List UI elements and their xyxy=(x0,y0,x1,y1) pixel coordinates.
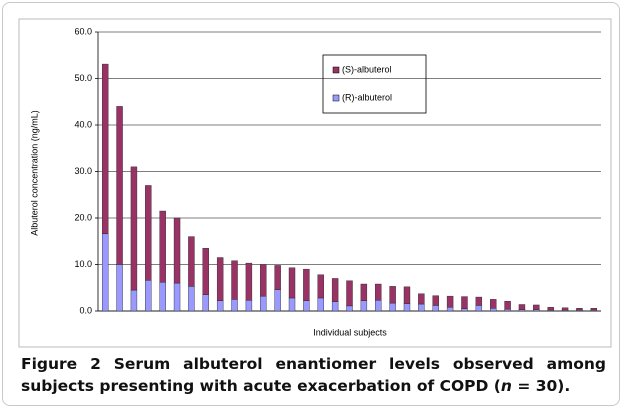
bar-segment xyxy=(130,289,138,312)
bar-segment xyxy=(173,282,181,312)
legend-swatch xyxy=(332,94,340,102)
y-tick-label: 0.0 xyxy=(79,305,92,315)
bar-segment xyxy=(145,280,152,312)
bar-segment xyxy=(461,308,468,312)
bar-segment xyxy=(116,106,123,265)
bar-segment xyxy=(260,264,267,297)
bar-segment xyxy=(432,305,439,312)
bar-segment xyxy=(590,308,598,311)
bar-segment xyxy=(317,297,324,312)
bar-segment xyxy=(518,304,526,310)
bar-segment xyxy=(446,307,454,312)
bar-segment xyxy=(475,296,483,306)
bar-segment xyxy=(418,303,425,312)
bar-segment xyxy=(561,307,569,311)
legend-label: (S)-albuterol xyxy=(342,64,392,74)
caption-italic: n xyxy=(500,377,512,395)
bar-segment xyxy=(432,295,439,306)
bar-segment xyxy=(576,308,583,311)
y-tick-label: 60.0 xyxy=(74,26,92,36)
bar-segment xyxy=(504,301,511,310)
bar-segment xyxy=(245,262,253,301)
bar-segment xyxy=(145,185,152,281)
y-axis-label: Albuterol concentration (ng/mL) xyxy=(29,110,39,236)
legend-swatch xyxy=(332,66,340,74)
legend-box xyxy=(322,54,427,114)
bar-segment xyxy=(490,308,497,312)
bar-segment xyxy=(346,280,353,307)
bar-segment xyxy=(274,265,281,290)
bar-segment xyxy=(274,289,281,312)
bar-segment xyxy=(360,300,368,312)
caption: Figure 2 Serum albuterol enantiomer leve… xyxy=(21,353,606,397)
caption-text: Serum albuterol enantiomer levels observ… xyxy=(21,355,607,395)
bar-segment xyxy=(202,294,209,312)
bar-segment xyxy=(518,309,526,312)
bar-segment xyxy=(130,166,138,291)
bar-segment xyxy=(504,308,511,312)
bar-segment xyxy=(288,267,296,299)
y-tick-label: 10.0 xyxy=(74,259,92,269)
bar-segment xyxy=(216,257,224,301)
bar-segment xyxy=(159,281,166,312)
bar-segment xyxy=(533,309,540,312)
bar-segment xyxy=(116,264,123,312)
bar-segment xyxy=(389,302,396,312)
bar-segment xyxy=(317,274,324,299)
bar-segment xyxy=(461,296,468,309)
x-axis-label: Individual subjects xyxy=(313,327,387,337)
bar-segment xyxy=(360,283,368,301)
bar-segment xyxy=(389,286,396,304)
bar-segment xyxy=(303,300,310,312)
bar-segment xyxy=(216,300,224,312)
bar-segment xyxy=(303,268,310,301)
bar-segment xyxy=(446,295,454,308)
bar-segment xyxy=(101,233,109,312)
bar-segment xyxy=(346,305,353,312)
bar-segment xyxy=(375,300,382,312)
legend-label: (R)-albuterol xyxy=(342,92,392,102)
caption-label: Figure 2 xyxy=(21,355,101,373)
figure: Albuterol concentration (ng/mL) Individu… xyxy=(2,2,620,406)
bar-segment xyxy=(159,210,166,283)
caption-end: = 30). xyxy=(511,377,571,395)
y-tick-label: 50.0 xyxy=(74,73,92,83)
y-tick-label: 30.0 xyxy=(74,166,92,176)
bar-segment xyxy=(188,236,195,287)
bar-segment xyxy=(475,305,483,312)
bar-segment xyxy=(245,300,253,312)
bar-segment xyxy=(403,303,411,312)
bar-segment xyxy=(490,299,497,309)
y-tick-label: 40.0 xyxy=(74,119,92,129)
chart: Albuterol concentration (ng/mL) Individu… xyxy=(18,18,612,348)
bar-segment xyxy=(533,304,540,310)
bar-segment xyxy=(288,297,296,312)
bar-segment xyxy=(173,217,181,284)
bar-segment xyxy=(331,301,339,312)
bar-segment xyxy=(331,278,339,302)
y-tick-label: 20.0 xyxy=(74,212,92,222)
bar-segment xyxy=(231,299,238,312)
bar-segment xyxy=(403,286,411,304)
bar-segment xyxy=(188,286,195,312)
bar-segment xyxy=(202,248,209,295)
bar-segment xyxy=(101,63,109,235)
bar-segment xyxy=(418,293,425,305)
bar-segment xyxy=(260,295,267,312)
bar-segment xyxy=(375,283,382,301)
chart-border xyxy=(18,18,612,348)
bar-segment xyxy=(547,307,554,311)
bar-segment xyxy=(231,260,238,300)
